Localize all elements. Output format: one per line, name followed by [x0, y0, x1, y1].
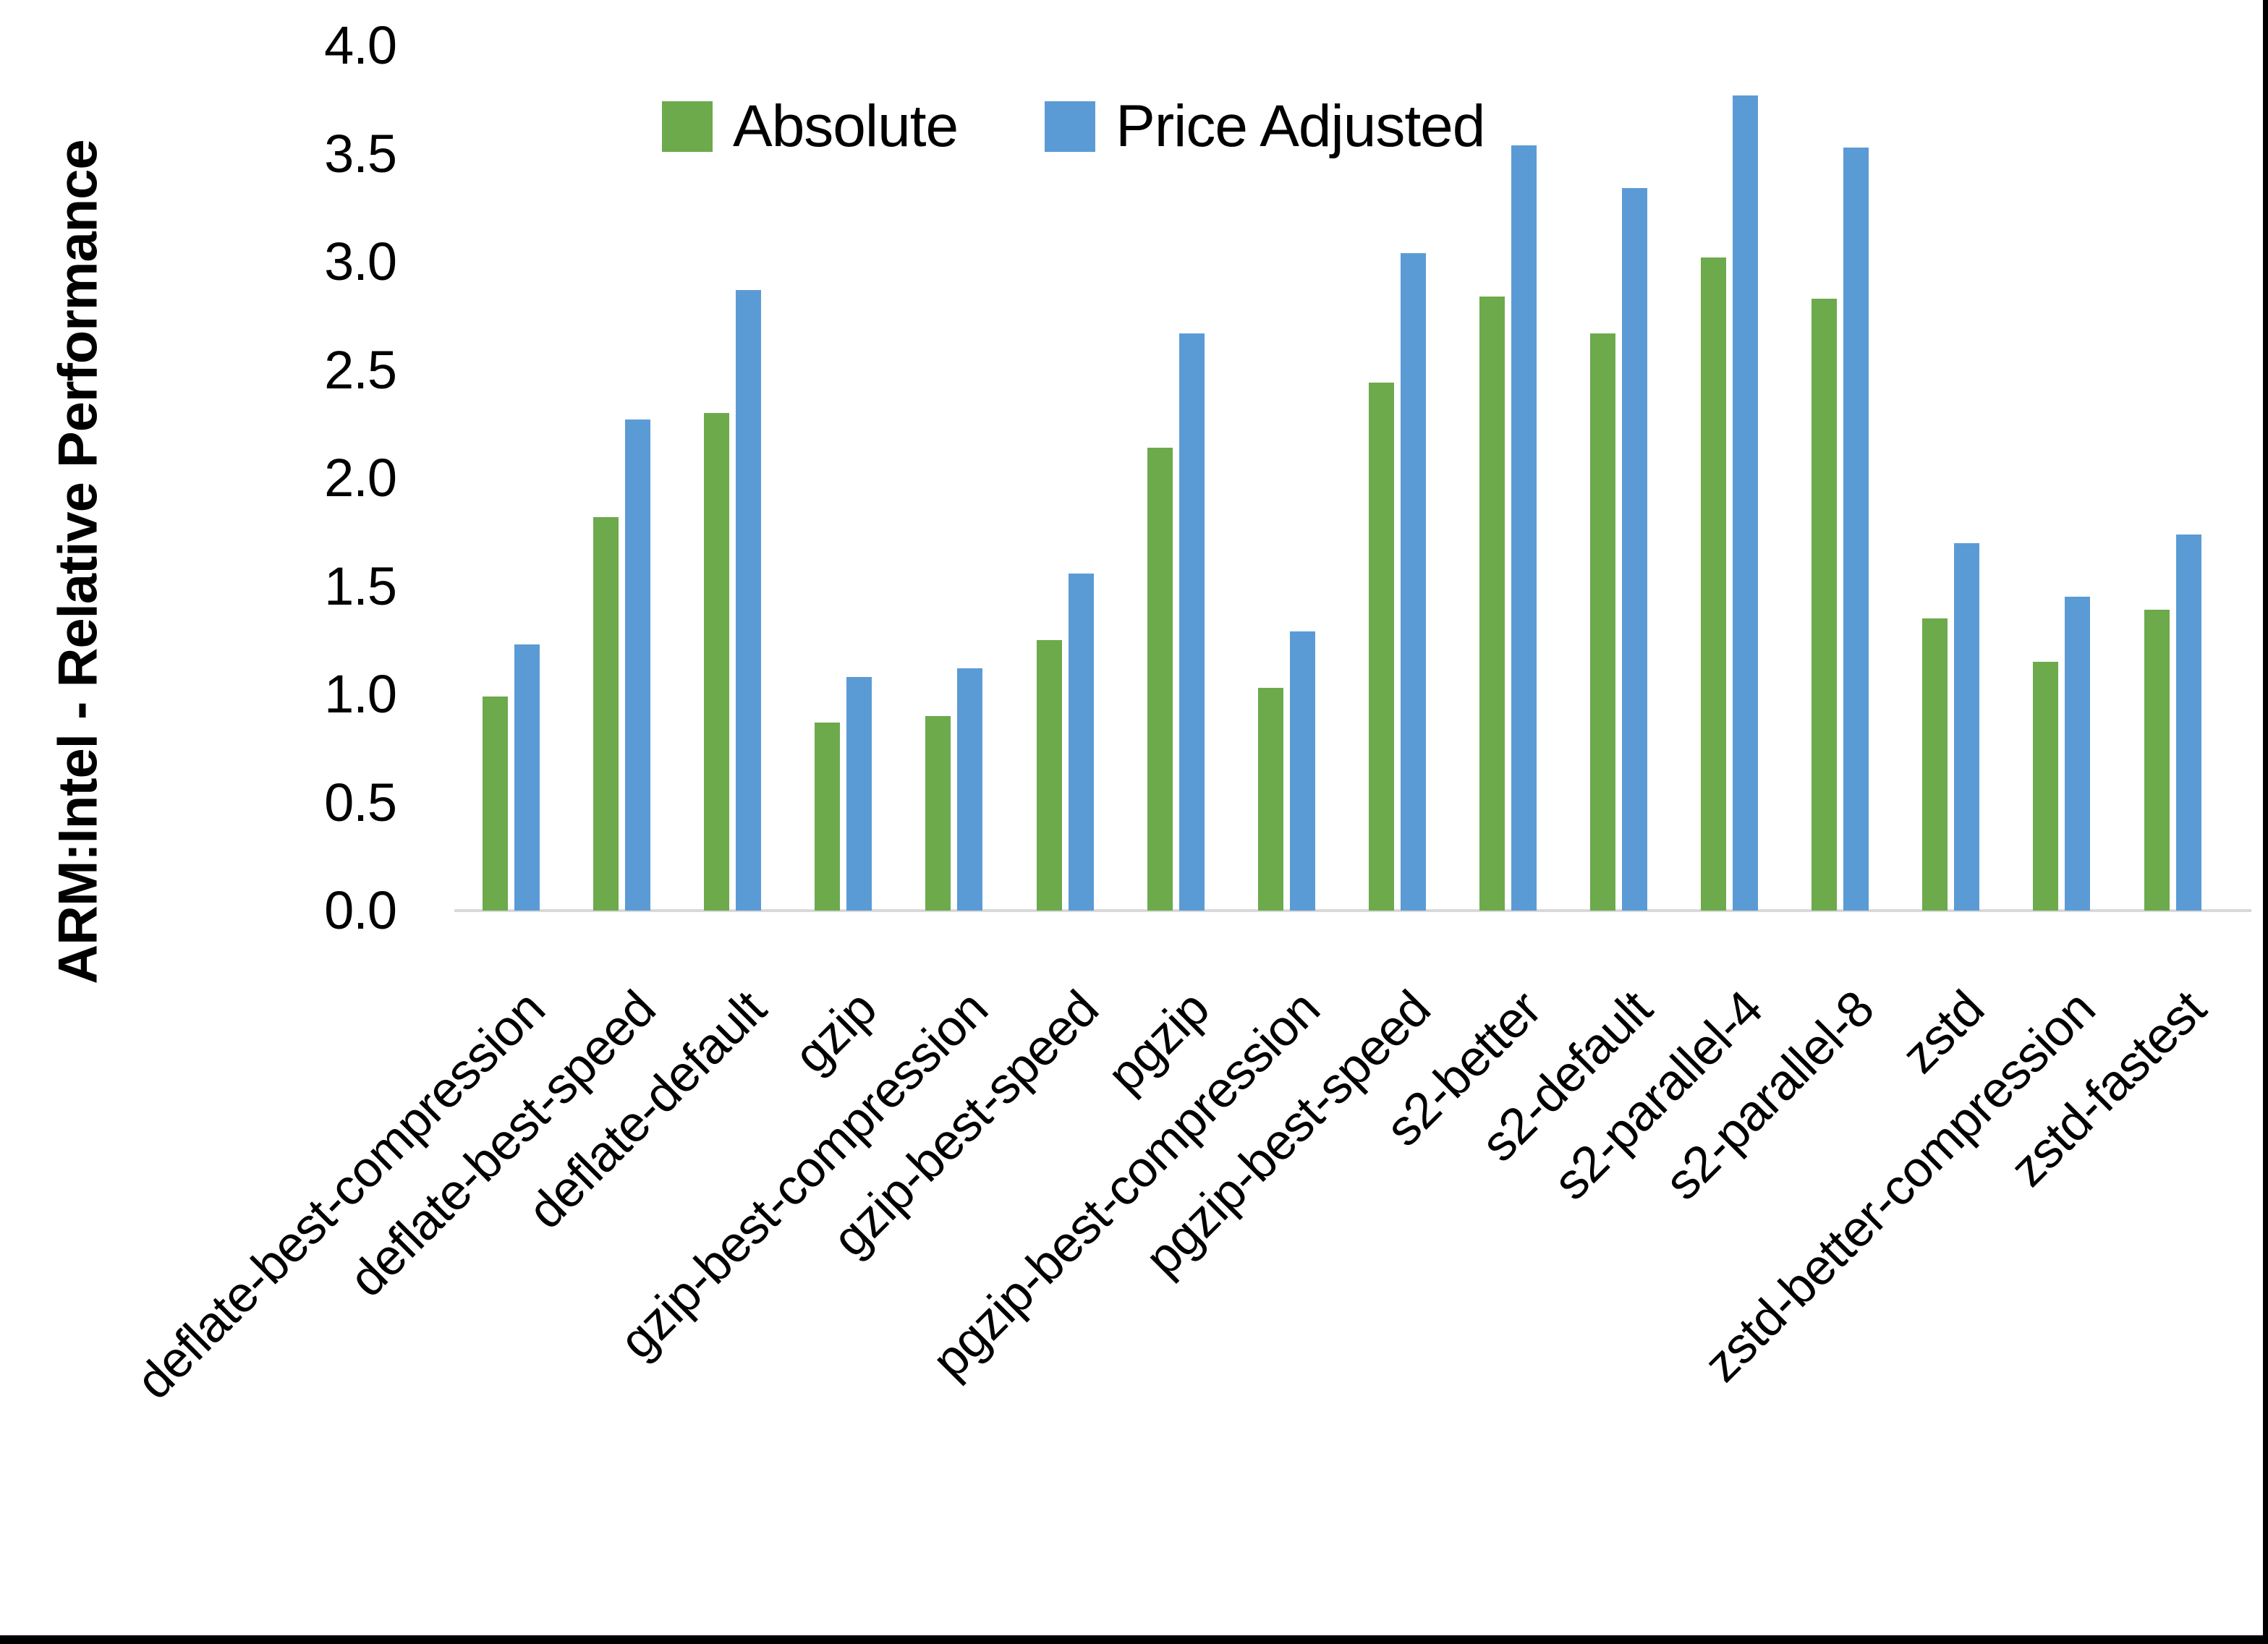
y-tick-label-0.0: 0.0: [324, 880, 397, 940]
y-tick-label-2.5: 2.5: [324, 339, 397, 400]
bar-price-adjusted-gzip: [846, 677, 872, 911]
legend-item-price-adjusted: Price Adjusted: [1045, 93, 1485, 161]
bar-price-adjusted-deflate-best-speed: [625, 419, 650, 911]
bar-price-adjusted-zstd-better-compression: [2065, 597, 2090, 911]
y-tick-label-3.5: 3.5: [324, 123, 397, 184]
bar-absolute-deflate-default: [704, 413, 729, 911]
bar-price-adjusted-s2-parallel-4: [1733, 95, 1758, 911]
bar-absolute-s2-default: [1590, 333, 1615, 911]
bar-price-adjusted-deflate-best-compression: [514, 644, 540, 911]
bar-absolute-gzip-best-speed: [1037, 640, 1062, 911]
bar-price-adjusted-s2-parallel-8: [1843, 148, 1869, 911]
bar-absolute-s2-parallel-4: [1701, 257, 1726, 911]
bar-absolute-pgzip: [1147, 448, 1173, 911]
bar-absolute-pgzip-best-speed: [1369, 383, 1394, 911]
bar-price-adjusted-s2-better: [1511, 145, 1537, 911]
bar-price-adjusted-s2-default: [1622, 188, 1647, 911]
bar-price-adjusted-pgzip-best-compression: [1290, 631, 1315, 911]
legend-label: Absolute: [733, 93, 959, 159]
bar-absolute-s2-better: [1479, 297, 1505, 911]
legend-label: Price Adjusted: [1116, 93, 1485, 159]
y-tick-label-0.5: 0.5: [324, 772, 397, 832]
bar-absolute-s2-parallel-8: [1812, 299, 1837, 911]
legend-swatch-icon: [1045, 101, 1096, 152]
bar-price-adjusted-pgzip-best-speed: [1401, 253, 1426, 911]
bar-absolute-zstd-fastest: [2144, 610, 2170, 911]
bar-absolute-pgzip-best-compression: [1258, 688, 1283, 911]
frame-right-border: [2263, 0, 2268, 1644]
x-axis-line: [454, 909, 2251, 912]
y-tick-label-4.0: 4.0: [324, 15, 397, 75]
frame-bottom-border: [0, 1635, 2268, 1644]
y-tick-label-1.0: 1.0: [324, 664, 397, 724]
bar-price-adjusted-zstd: [1954, 543, 1979, 911]
bar-price-adjusted-deflate-default: [736, 290, 761, 911]
bar-absolute-gzip-best-compression: [925, 716, 951, 911]
bar-absolute-zstd-better-compression: [2033, 662, 2058, 911]
y-tick-label-3.0: 3.0: [324, 231, 397, 291]
bar-price-adjusted-pgzip: [1179, 333, 1205, 911]
bar-absolute-gzip: [815, 723, 840, 911]
y-tick-label-2.0: 2.0: [324, 448, 397, 508]
bar-absolute-deflate-best-speed: [593, 517, 619, 911]
bar-price-adjusted-gzip-best-compression: [957, 668, 982, 911]
bar-price-adjusted-gzip-best-speed: [1069, 574, 1094, 911]
bar-absolute-deflate-best-compression: [483, 697, 508, 911]
legend-swatch-icon: [662, 101, 713, 152]
legend-item-absolute: Absolute: [662, 93, 959, 161]
bar-absolute-zstd: [1922, 618, 1948, 911]
y-tick-label-1.5: 1.5: [324, 555, 397, 616]
bar-price-adjusted-zstd-fastest: [2176, 534, 2201, 911]
legend: Absolute Price Adjusted: [662, 93, 1485, 161]
